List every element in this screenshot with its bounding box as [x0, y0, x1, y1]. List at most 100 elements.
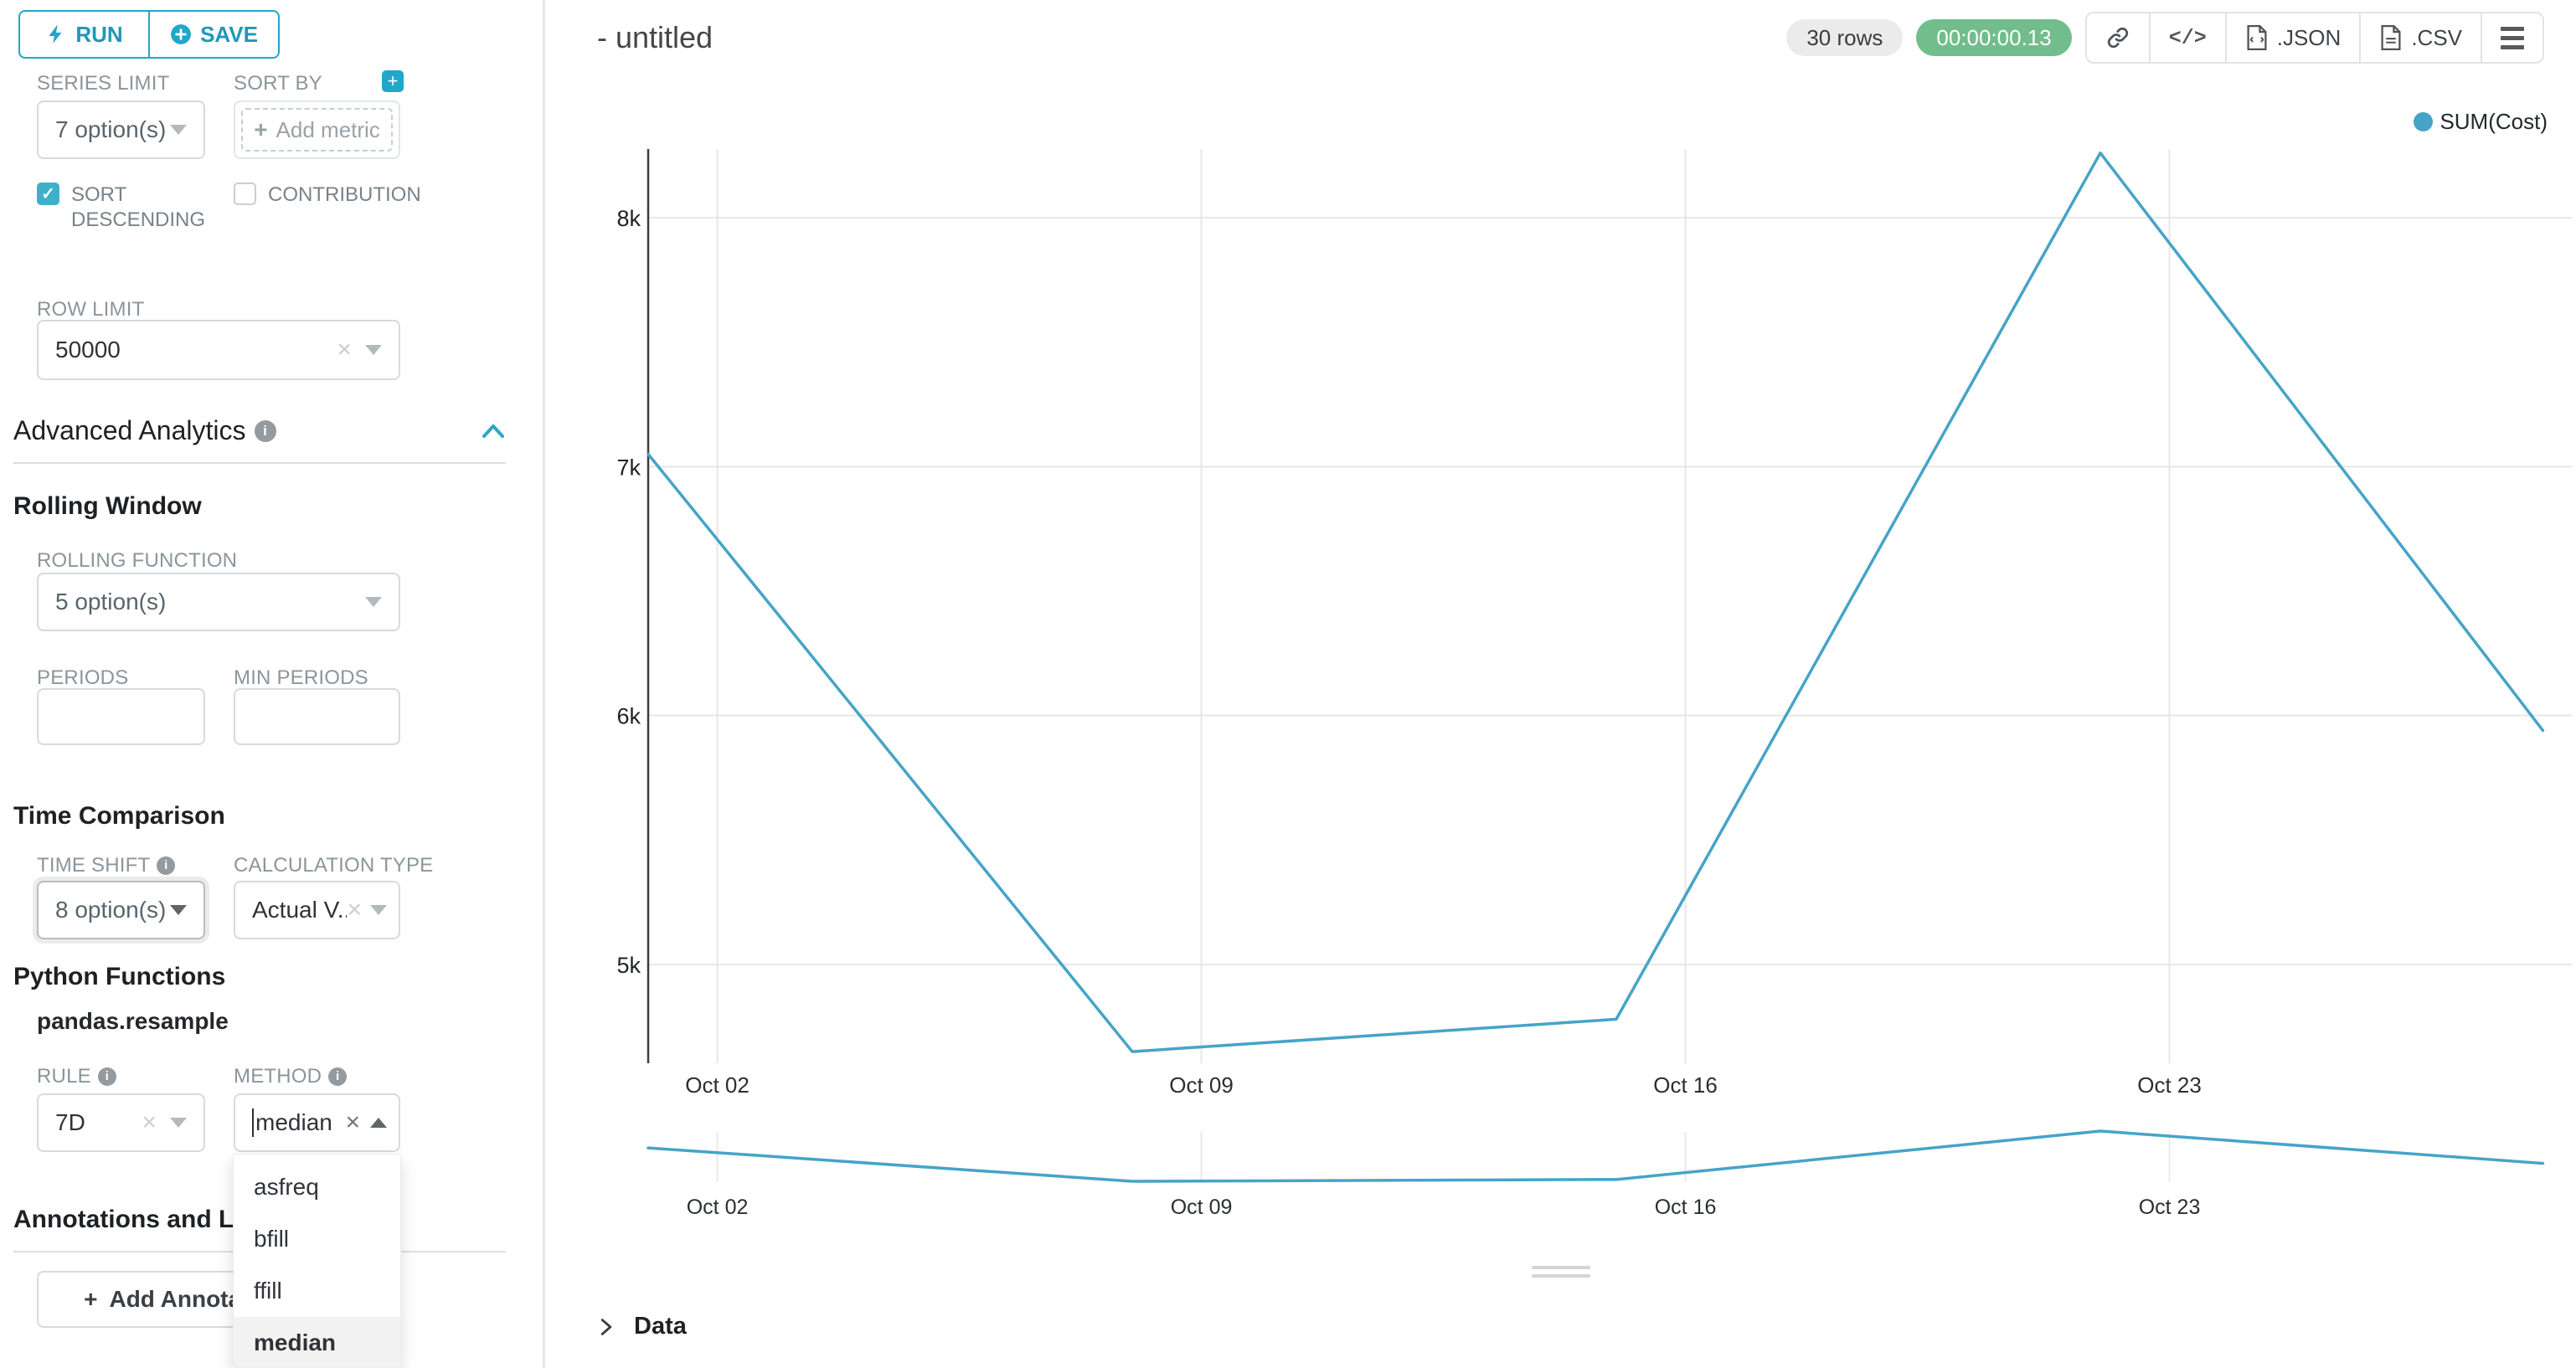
chart-header: - untitled 30 rows 00:00:00.13 </> .JSON…: [545, 0, 2576, 75]
add-metric-button[interactable]: + Add metric: [241, 108, 393, 152]
sort-descending-label: SORT DESCENDING: [71, 183, 206, 231]
json-label: .JSON: [2276, 24, 2342, 50]
chevron-right-icon: [600, 1318, 612, 1335]
rule-value: 7D: [55, 1109, 85, 1135]
panel-resize-handle[interactable]: [1531, 1266, 1590, 1278]
pandas-resample-label: pandas.resample: [37, 1008, 229, 1034]
row-limit-label: ROW LIMIT: [37, 298, 145, 321]
export-button-group: </> .JSON .CSV: [2084, 12, 2544, 64]
time-shift-label: TIME SHIFT: [37, 854, 176, 877]
svg-text:Oct 16: Oct 16: [1655, 1196, 1717, 1219]
save-button[interactable]: SAVE: [148, 12, 278, 57]
chart-legend[interactable]: SUM(Cost): [2414, 109, 2548, 135]
sort-by-dropzone: + Add metric: [234, 100, 400, 159]
info-icon[interactable]: [254, 419, 276, 442]
svg-text:7k: 7k: [616, 455, 641, 480]
contribution-control: ✓ CONTRIBUTION: [234, 183, 421, 208]
chevron-down-icon: [170, 1118, 187, 1128]
line-chart[interactable]: Oct 02 Oct 09 Oct 16 Oct 23 8k 7k 6k 5k: [545, 75, 2576, 1119]
periods-input[interactable]: [37, 688, 205, 745]
method-select[interactable]: median ×: [234, 1093, 400, 1152]
sort-by-label: SORT BY: [234, 72, 322, 95]
check-icon: ✓: [41, 185, 55, 203]
export-csv-button[interactable]: .CSV: [2359, 13, 2481, 62]
legend-label: SUM(Cost): [2439, 109, 2548, 134]
run-button[interactable]: RUN: [20, 12, 148, 57]
file-csv-icon: [2381, 25, 2401, 50]
dropdown-option-median[interactable]: median: [234, 1317, 400, 1367]
clear-icon[interactable]: ×: [142, 1108, 157, 1136]
rolling-function-value: 5 option(s): [55, 589, 167, 615]
embed-code-button[interactable]: </>: [2148, 13, 2225, 62]
svg-text:Oct 02: Oct 02: [685, 1072, 750, 1098]
data-section-toggle[interactable]: Data: [597, 1313, 687, 1340]
series-limit-value: 7 option(s): [55, 116, 167, 142]
clear-icon[interactable]: ×: [345, 1108, 360, 1136]
panel-divider[interactable]: [543, 0, 545, 1368]
plus-icon: +: [254, 116, 268, 142]
min-periods-input[interactable]: [234, 688, 400, 745]
svg-text:Oct 23: Oct 23: [2137, 1072, 2202, 1098]
rule-label-text: RULE: [37, 1065, 91, 1088]
rolling-function-select[interactable]: 5 option(s): [37, 573, 400, 631]
contribution-checkbox[interactable]: ✓: [234, 183, 256, 205]
svg-text:Oct 09: Oct 09: [1169, 1072, 1234, 1098]
series-limit-select[interactable]: 7 option(s): [37, 100, 205, 159]
control-panel: RUN SAVE SERIES LIMIT SORT BY 7 option(s…: [0, 0, 543, 1368]
row-limit-value: 50000: [55, 337, 121, 363]
row-limit-select[interactable]: 50000 ×: [37, 320, 400, 380]
bolt-icon: [49, 25, 62, 44]
clear-icon[interactable]: ×: [337, 336, 352, 363]
min-periods-label: MIN PERIODS: [234, 666, 368, 689]
legend-dot-icon: [2414, 112, 2434, 131]
data-section-label: Data: [634, 1313, 687, 1340]
chevron-up-icon: [370, 1118, 387, 1128]
contribution-label: CONTRIBUTION: [268, 183, 421, 206]
svg-text:Oct 09: Oct 09: [1171, 1196, 1233, 1219]
chevron-up-icon[interactable]: [481, 422, 506, 440]
save-button-label: SAVE: [200, 21, 258, 47]
chevron-down-icon: [365, 597, 382, 607]
rule-select[interactable]: 7D ×: [37, 1093, 205, 1152]
series-limit-label: SERIES LIMIT: [37, 72, 170, 95]
run-button-label: RUN: [75, 21, 123, 47]
method-dropdown-list: asfreq bfill ffill median: [233, 1154, 401, 1368]
calculation-type-select[interactable]: Actual V... ×: [234, 881, 400, 939]
add-metric-plus-button[interactable]: [382, 70, 404, 92]
copy-link-button[interactable]: [2087, 13, 2149, 62]
svg-text:5k: 5k: [616, 953, 641, 978]
preview-line: [647, 1129, 2545, 1183]
info-icon[interactable]: [157, 856, 176, 875]
advanced-analytics-header[interactable]: Advanced Analytics: [13, 415, 506, 446]
hamburger-menu-icon: [2501, 26, 2524, 49]
clear-icon[interactable]: ×: [347, 896, 362, 923]
dropdown-option-ffill[interactable]: ffill: [254, 1278, 282, 1304]
chevron-down-icon: [365, 345, 382, 355]
python-functions-title: Python Functions: [13, 963, 226, 990]
chevron-down-icon: [370, 905, 387, 915]
code-icon: </>: [2168, 25, 2207, 50]
time-shift-label-text: TIME SHIFT: [37, 854, 151, 877]
export-json-button[interactable]: .JSON: [2224, 13, 2360, 62]
info-icon[interactable]: [328, 1067, 348, 1086]
time-shift-select[interactable]: 8 option(s): [37, 881, 205, 939]
sort-descending-checkbox[interactable]: ✓: [37, 183, 59, 205]
rolling-window-title: Rolling Window: [13, 492, 202, 520]
run-save-button-group: RUN SAVE: [18, 10, 280, 59]
chevron-down-icon: [170, 125, 187, 135]
chart-range-preview[interactable]: Oct 02 Oct 09 Oct 16 Oct 23: [545, 1119, 2576, 1244]
time-comparison-title: Time Comparison: [13, 802, 225, 830]
dropdown-option-asfreq[interactable]: asfreq: [254, 1174, 319, 1200]
chart-title[interactable]: - untitled: [597, 20, 714, 54]
method-value: median: [255, 1109, 332, 1135]
query-timer-badge: 00:00:00.13: [1916, 19, 2072, 56]
chart-menu-button[interactable]: [2481, 13, 2543, 62]
dropdown-option-bfill[interactable]: bfill: [254, 1226, 290, 1252]
periods-label: PERIODS: [37, 666, 129, 689]
svg-text:8k: 8k: [616, 206, 641, 231]
method-label-text: METHOD: [234, 1065, 322, 1088]
advanced-analytics-title: Advanced Analytics: [13, 415, 246, 445]
svg-text:Oct 02: Oct 02: [687, 1196, 749, 1219]
info-icon[interactable]: [97, 1067, 116, 1086]
calculation-type-value: Actual V...: [252, 897, 348, 923]
